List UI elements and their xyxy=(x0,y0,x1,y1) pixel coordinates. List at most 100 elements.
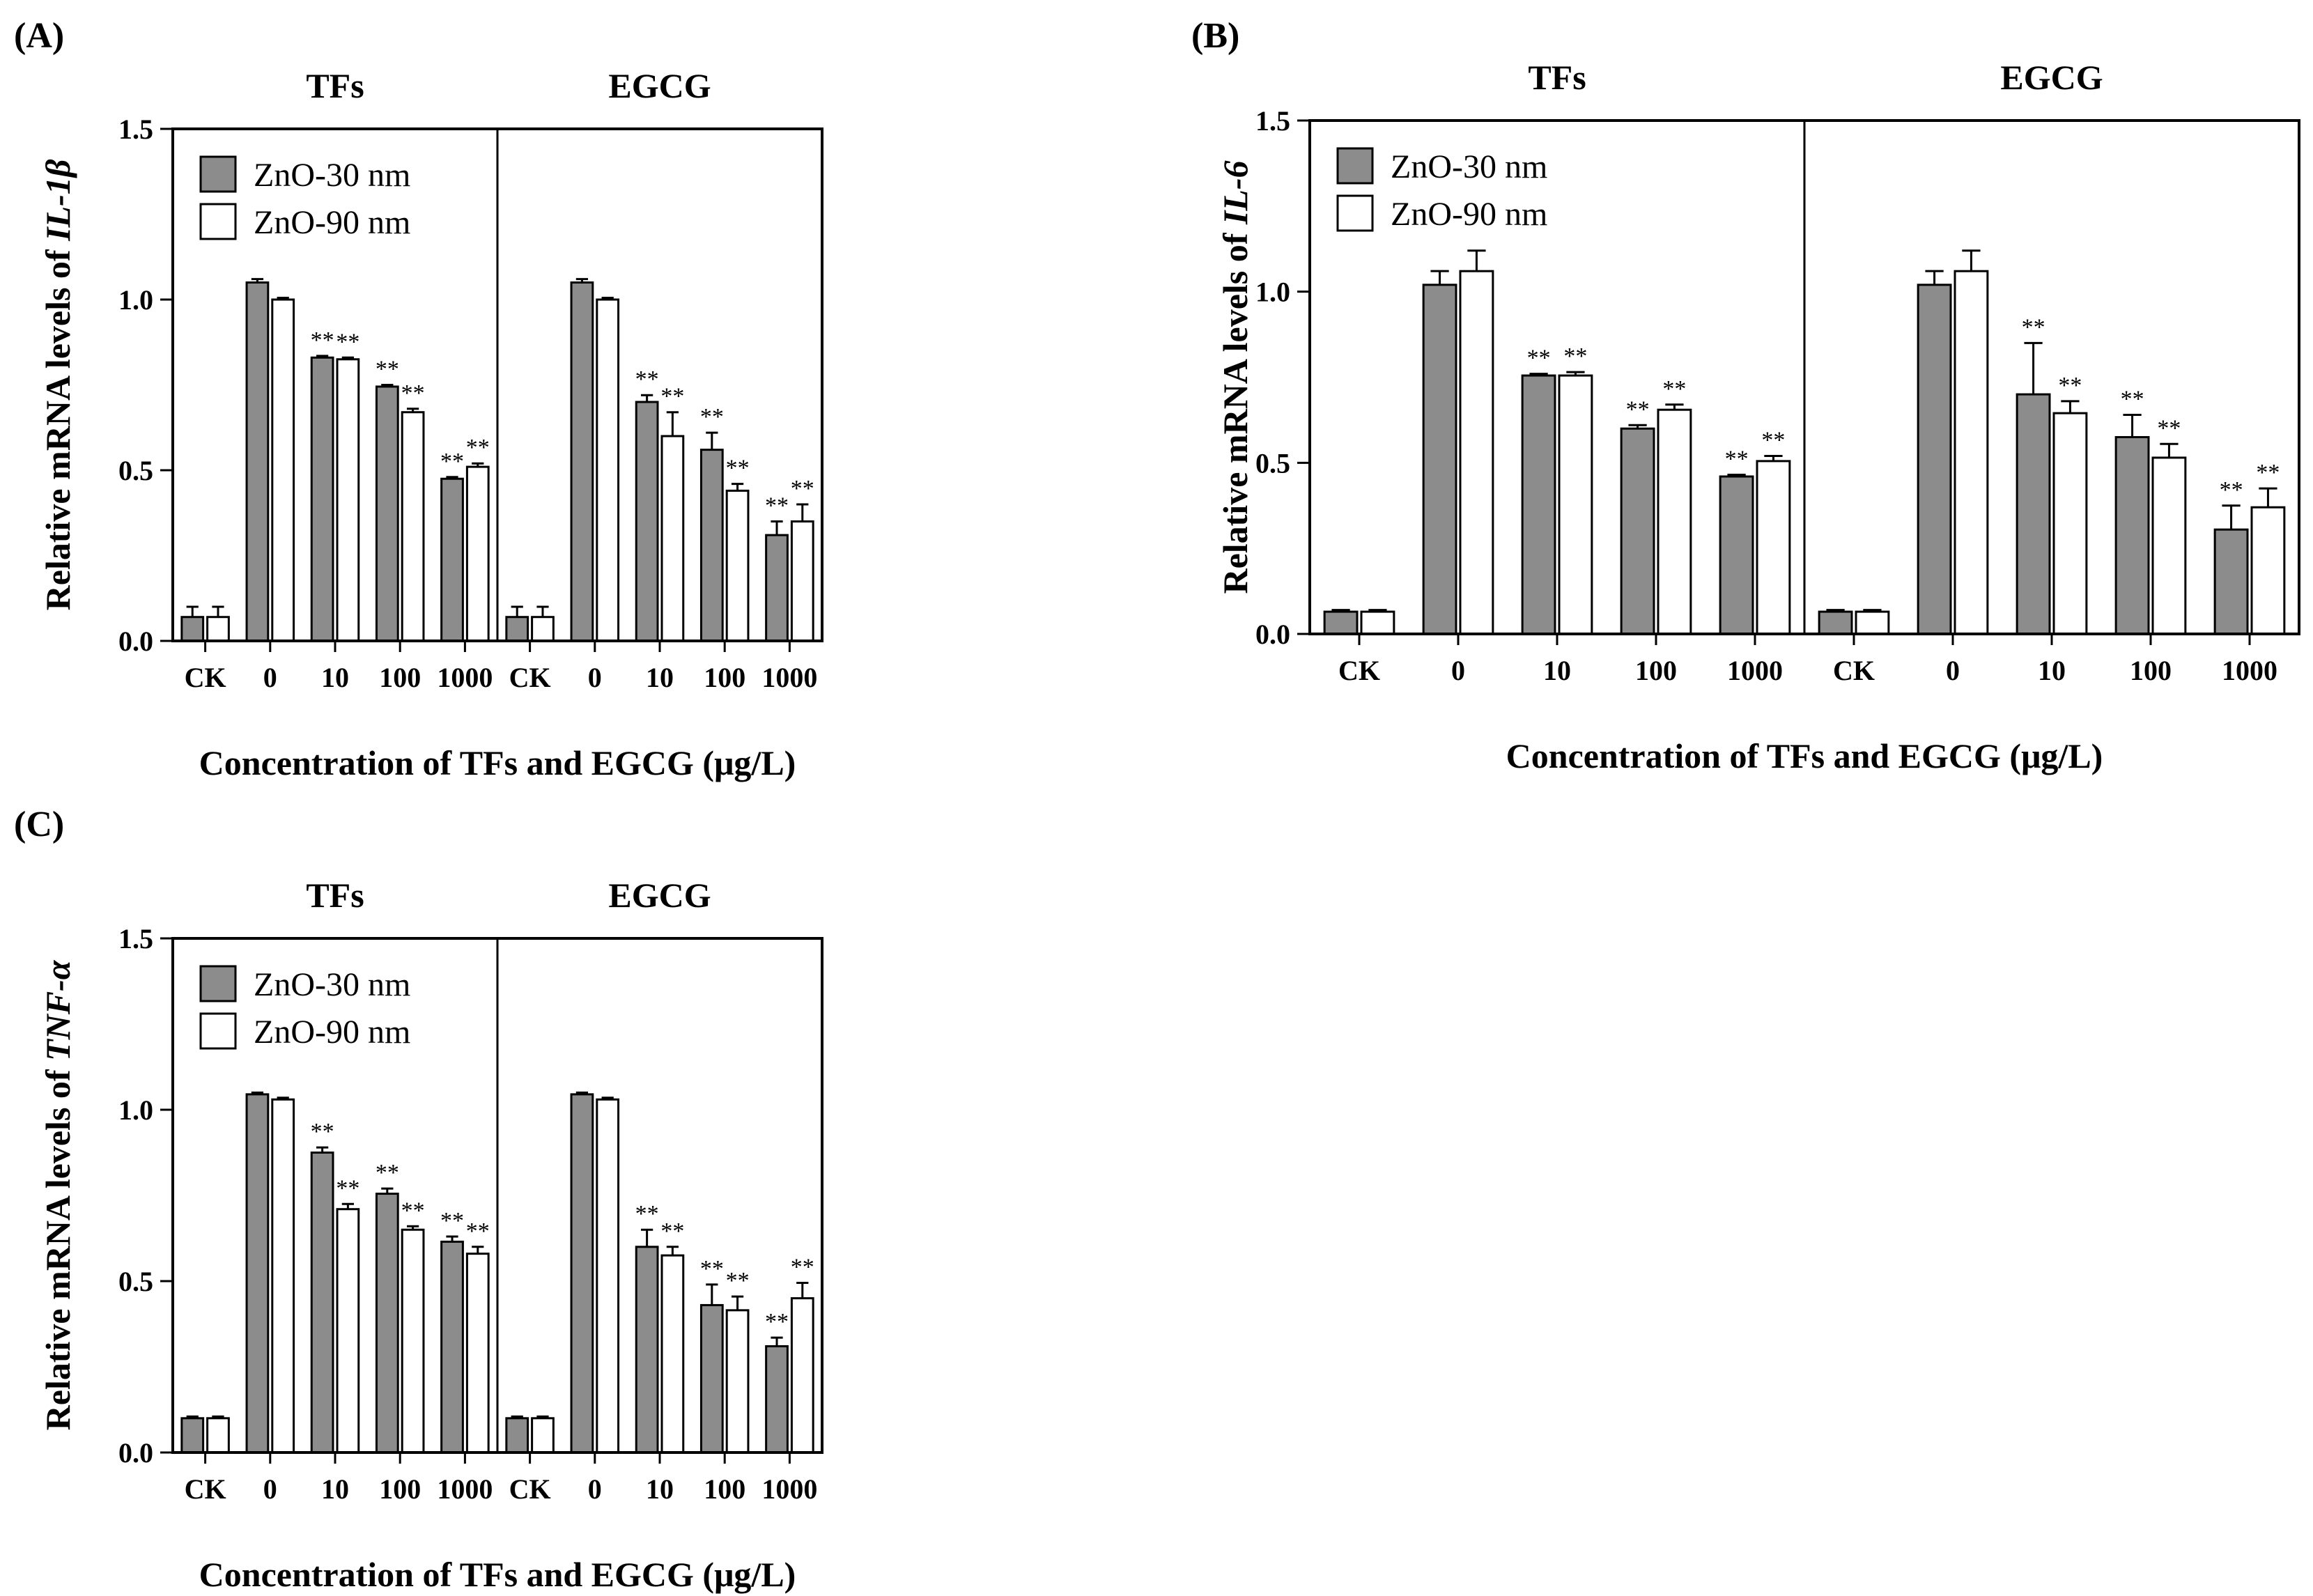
legend-label: ZnO-90 nm xyxy=(254,1014,410,1051)
y-axis-label-prefix: Relative mRNA levels of xyxy=(1216,224,1255,594)
significance-mark: ** xyxy=(1563,343,1587,369)
panel-label: (A) xyxy=(14,16,64,56)
significance-mark: ** xyxy=(2058,373,2082,398)
y-tick-label: 1.0 xyxy=(1255,277,1290,308)
bar xyxy=(465,465,490,642)
bar xyxy=(765,534,789,642)
significance-mark: ** xyxy=(660,384,684,410)
significance-mark: ** xyxy=(1761,428,1785,454)
significance-mark: ** xyxy=(726,1268,750,1294)
bar xyxy=(1855,610,1890,635)
bar xyxy=(1756,460,1791,635)
x-tick-label: 10 xyxy=(321,1473,349,1505)
bar xyxy=(725,489,750,642)
bar xyxy=(699,1303,724,1454)
bar xyxy=(660,1254,685,1454)
y-tick-label: 0.5 xyxy=(118,1266,153,1297)
x-tick-label: CK xyxy=(509,1473,551,1505)
bar xyxy=(1459,270,1494,635)
x-tick-label: CK xyxy=(1338,655,1380,686)
bar xyxy=(440,477,464,642)
significance-mark: ** xyxy=(466,435,490,460)
significance-mark: ** xyxy=(660,1218,684,1244)
x-tick-label: 1000 xyxy=(1727,655,1783,686)
bar xyxy=(1719,475,1754,635)
group-title: TFs xyxy=(1528,58,1586,97)
significance-mark: ** xyxy=(2157,415,2181,441)
significance-mark: ** xyxy=(700,404,724,430)
bar xyxy=(245,1093,270,1454)
bar xyxy=(2213,528,2249,635)
chart-panel-a: (A)************************TFs EGCG0.00.5… xyxy=(14,16,823,782)
y-axis-label-prefix: Relative mRNA levels of xyxy=(38,241,77,610)
group-title: EGCG xyxy=(608,66,711,105)
significance-mark: ** xyxy=(2022,314,2045,340)
bar xyxy=(790,520,814,642)
bar xyxy=(635,401,659,642)
significance-mark: ** xyxy=(765,493,789,519)
bar xyxy=(596,1098,620,1454)
y-axis-label-prefix: Relative mRNA levels of xyxy=(38,1061,77,1430)
bar xyxy=(1323,610,1359,635)
x-tick-label: 1000 xyxy=(2222,655,2277,686)
significance-mark: ** xyxy=(311,1119,334,1145)
bar xyxy=(765,1345,789,1454)
significance-mark: ** xyxy=(401,1198,425,1223)
x-tick-label: 0 xyxy=(588,662,602,693)
y-axis-label-gene: IL-1β xyxy=(38,159,77,242)
bar xyxy=(336,358,360,642)
significance-mark: ** xyxy=(376,357,399,382)
bar xyxy=(206,616,230,642)
y-tick-label: 0.5 xyxy=(118,455,153,486)
y-tick-label: 1.0 xyxy=(118,284,153,316)
legend-label: ZnO-30 nm xyxy=(254,157,410,194)
group-title: EGCG xyxy=(2000,58,2103,97)
bar xyxy=(790,1297,814,1454)
panel-label: (B) xyxy=(1191,16,1239,56)
bar xyxy=(245,281,270,642)
legend-swatch xyxy=(199,965,237,1002)
x-tick-label: 0 xyxy=(1451,655,1465,686)
significance-mark: ** xyxy=(311,327,334,353)
significance-mark: ** xyxy=(376,1160,399,1186)
x-tick-label: 100 xyxy=(704,662,745,693)
y-axis-label-gene: TNF-α xyxy=(38,959,77,1061)
bar xyxy=(465,1253,490,1454)
legend-label: ZnO-30 nm xyxy=(1391,148,1547,185)
x-tick-label: CK xyxy=(185,1473,226,1505)
y-axis-label: Relative mRNA levels of IL-1β xyxy=(38,159,77,610)
x-tick-label: 1000 xyxy=(761,1473,817,1505)
significance-mark: ** xyxy=(1725,447,1749,472)
significance-mark: ** xyxy=(2220,477,2243,503)
bar xyxy=(180,1417,205,1454)
y-tick-label: 1.5 xyxy=(118,923,153,954)
bar xyxy=(336,1208,360,1454)
x-tick-label: 10 xyxy=(1543,655,1571,686)
bar xyxy=(2250,506,2286,635)
y-tick-label: 1.0 xyxy=(118,1094,153,1126)
y-tick-label: 0.5 xyxy=(1255,447,1290,479)
significance-mark: ** xyxy=(635,366,659,392)
x-axis-label: Concentration of TFs and EGCG (μg/L) xyxy=(1506,736,2103,775)
x-tick-label: 1000 xyxy=(437,662,493,693)
y-axis-label: Relative mRNA levels of TNF-α xyxy=(38,959,77,1430)
bar xyxy=(570,1093,594,1454)
bar xyxy=(505,1417,529,1454)
legend-swatch xyxy=(1336,194,1374,232)
bar xyxy=(401,411,425,642)
significance-mark: ** xyxy=(401,380,425,406)
x-axis-label: Concentration of TFs and EGCG (μg/L) xyxy=(199,743,796,782)
bar xyxy=(310,356,334,642)
x-tick-label: 10 xyxy=(2038,655,2066,686)
significance-mark: ** xyxy=(765,1309,789,1335)
bar xyxy=(635,1246,659,1454)
bar xyxy=(2151,456,2187,635)
x-tick-label: 10 xyxy=(646,662,674,693)
bar xyxy=(1657,408,1692,635)
legend-label: ZnO-30 nm xyxy=(254,966,410,1003)
x-tick-label: CK xyxy=(185,662,226,693)
bar xyxy=(1917,284,1952,635)
significance-mark: ** xyxy=(440,449,464,474)
x-tick-label: 1000 xyxy=(761,662,817,693)
legend-swatch xyxy=(199,155,237,193)
